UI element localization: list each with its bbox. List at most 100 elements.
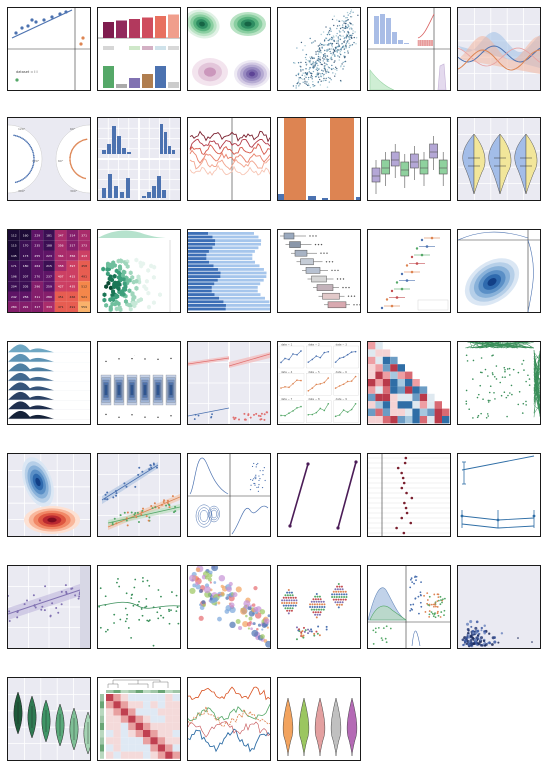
data-point	[469, 639, 473, 642]
gallery-tile-grouped-bar-large[interactable]	[277, 117, 361, 201]
data-point	[74, 594, 77, 597]
gallery-tile-violin-multicolor[interactable]	[277, 677, 361, 761]
data-point	[138, 466, 141, 469]
heatmap-cell	[120, 730, 129, 738]
gallery-tile-scatter-hexbin-marginal[interactable]	[277, 7, 361, 91]
heatmap-cell	[397, 371, 405, 379]
gallery-tile-strip-dot-plot[interactable]	[367, 453, 451, 537]
gallery-tile-scatter-rugplot[interactable]	[457, 341, 541, 425]
data-point	[324, 68, 326, 70]
data-point	[297, 73, 300, 75]
heatmap-cell	[390, 416, 398, 424]
data-point	[266, 411, 269, 414]
gallery-tile-dot-strip-errorbars[interactable]	[367, 229, 451, 313]
gallery-tile-timeseries-band-lines[interactable]	[457, 7, 541, 91]
heatmap-cell	[172, 744, 180, 752]
gallery-tile-wide-lines[interactable]	[187, 677, 271, 761]
data-point	[286, 594, 289, 597]
data-point	[247, 606, 252, 611]
data-point	[134, 485, 137, 488]
bar	[188, 278, 264, 282]
gallery-tile-lmplot-band[interactable]	[7, 565, 91, 649]
gallery-tile-correlation-triangle[interactable]	[367, 341, 451, 425]
gallery-tile-clustermap[interactable]	[97, 677, 181, 761]
bar	[155, 66, 166, 88]
gallery-tile-kde-joint-blue[interactable]	[457, 229, 541, 313]
gallery-tile-split-violin[interactable]	[457, 117, 541, 201]
facet-panel	[278, 345, 305, 369]
data-point	[504, 376, 506, 379]
series-line	[189, 157, 270, 171]
data-point	[430, 236, 434, 240]
data-point	[505, 396, 508, 399]
gallery-tile-hexbin-joint[interactable]	[97, 229, 181, 313]
gallery-tile-pairplot-kde-scatter[interactable]	[367, 565, 451, 649]
heatmap-cell	[157, 744, 166, 752]
data-point	[226, 593, 230, 597]
gallery-tile-regression-facets[interactable]	[187, 341, 271, 425]
data-point	[307, 59, 309, 62]
thumbnail-plot: ·	[100, 353, 177, 418]
data-point	[298, 79, 300, 81]
heatmap-cell	[31, 291, 44, 302]
gallery-tile-scatter-regression-groups[interactable]	[97, 453, 181, 537]
gallery-tile-ridge-plot[interactable]	[7, 341, 91, 425]
gallery-tile-pairgrid-kde[interactable]	[187, 453, 271, 537]
data-point	[402, 531, 406, 535]
data-point	[166, 499, 169, 502]
density-area	[369, 605, 407, 621]
gallery-tile-histogram-ecdf-panels[interactable]	[367, 7, 451, 91]
bar	[188, 286, 212, 289]
data-point	[332, 72, 334, 74]
density-contour	[210, 509, 218, 519]
heatmap-cell-label: 173	[23, 254, 29, 258]
data-point	[314, 64, 316, 66]
heatmap-cell	[19, 250, 32, 261]
data-point	[150, 466, 153, 469]
gallery-tile-pointplot-errorbars[interactable]	[457, 453, 541, 537]
data-point	[306, 81, 308, 83]
bar	[114, 186, 118, 198]
letter-value-box	[156, 384, 160, 396]
gallery-tile-lowess-scatter[interactable]	[97, 565, 181, 649]
hexbin-cell	[125, 264, 130, 269]
gallery-tile-density-contour-colored[interactable]	[187, 7, 271, 91]
hexbin-cell	[117, 264, 122, 270]
gallery-tile-violin-green[interactable]	[7, 677, 91, 761]
data-point	[285, 602, 288, 604]
heatmap-cell	[397, 386, 405, 394]
heatmap-cell	[31, 250, 44, 261]
gallery-tile-grouped-boxplot[interactable]	[367, 117, 451, 201]
data-point	[323, 40, 326, 42]
gallery-tile-histogram-facets[interactable]	[97, 117, 181, 201]
heatmap-cell	[43, 301, 55, 312]
gallery-tile-annotated-heatmap[interactable]: 112 160 229 181 347 314 371 115 170 235 188 356 317 3…	[7, 229, 91, 313]
bar	[116, 84, 127, 88]
gallery-tile-swarm-plot[interactable]	[277, 565, 361, 649]
heatmap-cell	[434, 416, 442, 424]
data-point	[357, 14, 359, 17]
gallery-tile-paired-slopes[interactable]	[277, 453, 361, 537]
bar	[142, 46, 153, 50]
gallery-tile-small-multiples-lines[interactable]: date ~ 1 date ~ 2 date ~ 3 date ~ 4 date ~ 5…	[277, 341, 361, 425]
letter-value-box	[130, 384, 134, 396]
data-point	[349, 12, 351, 15]
data-point	[326, 33, 329, 36]
gallery-tile-bubble-scatter[interactable]	[187, 565, 271, 649]
gallery-tile-boxen-plot[interactable]: ·	[97, 341, 181, 425]
gallery-tile-polar-scatter-facets[interactable]: 120° 60° 120° 60° 300° 300°	[7, 117, 91, 201]
gallery-tile-multi-line-trajectories[interactable]	[187, 117, 271, 201]
data-point	[302, 49, 304, 51]
heatmap-cell	[412, 393, 420, 402]
series-line	[335, 376, 356, 389]
gallery-tile-bar-chart-grid[interactable]	[97, 7, 181, 91]
gallery-tile-scatter-dark-points[interactable]	[457, 565, 541, 649]
gallery-tile-anscombe-quartet-scatter[interactable]: dataset = I I	[7, 7, 91, 91]
data-point	[29, 145, 32, 148]
data-point	[78, 174, 80, 177]
gallery-tile-horizontal-boxplot[interactable]	[277, 229, 361, 313]
gallery-tile-bivariate-kde-red-blue[interactable]	[7, 453, 91, 537]
data-point	[13, 134, 15, 137]
gallery-tile-horizontal-bar-stacked[interactable]	[187, 229, 271, 313]
data-point	[340, 593, 343, 596]
